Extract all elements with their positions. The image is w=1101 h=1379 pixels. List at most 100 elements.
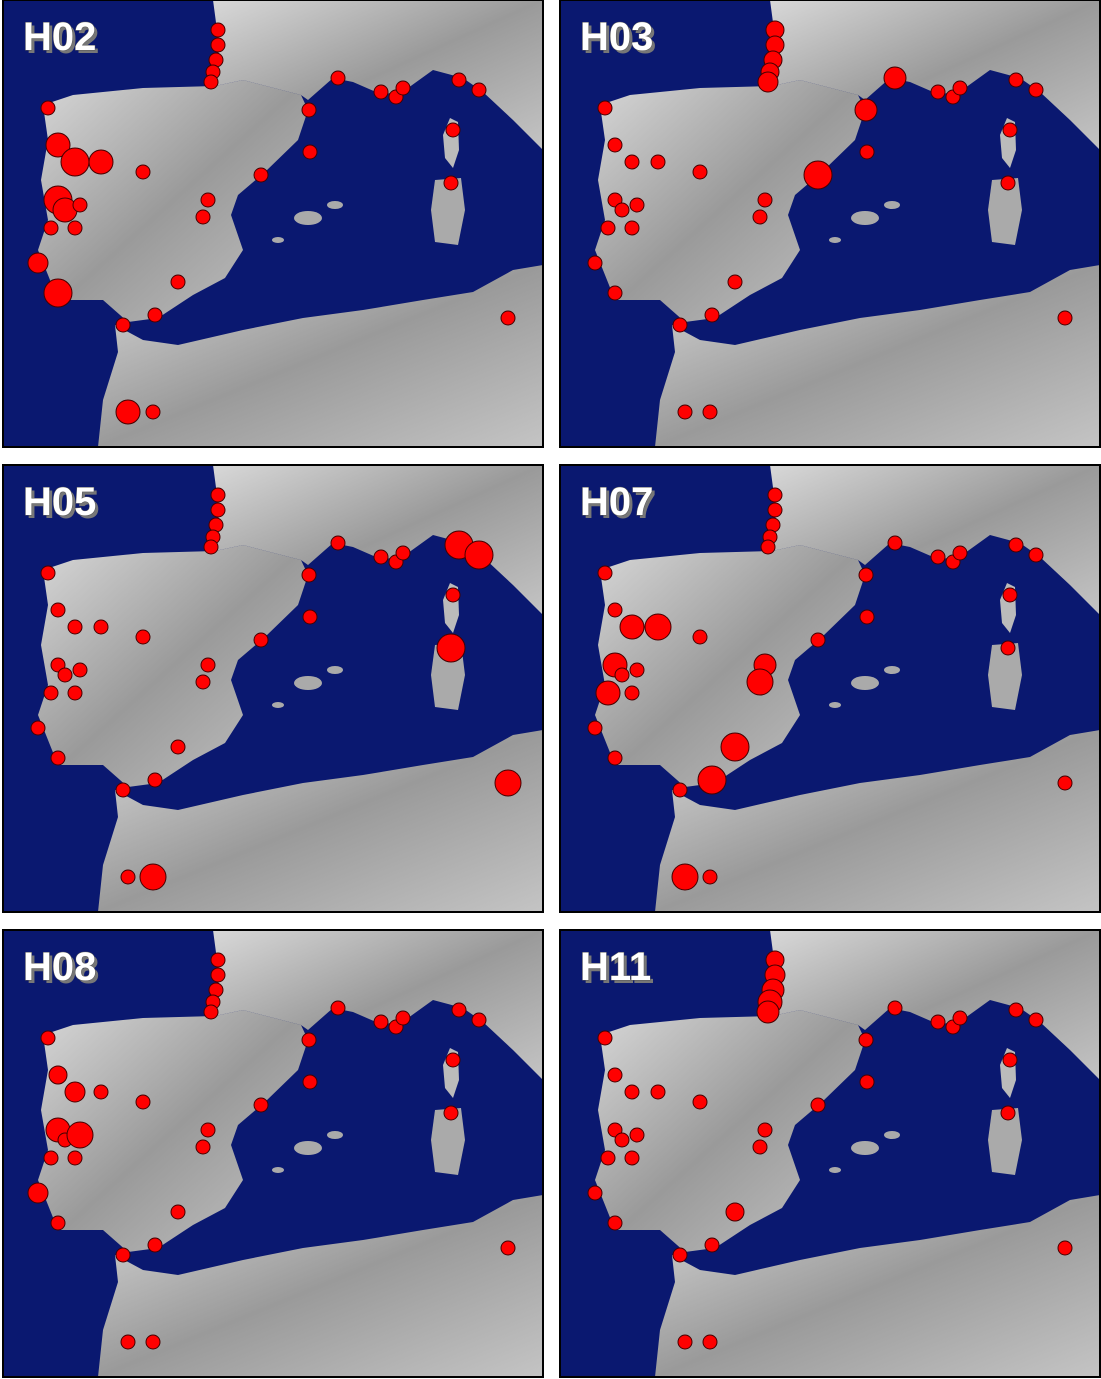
site-marker (374, 1015, 388, 1029)
site-marker (758, 72, 778, 92)
site-marker (374, 85, 388, 99)
site-marker (888, 1001, 902, 1015)
site-marker (44, 279, 72, 307)
site-marker (601, 1151, 615, 1165)
site-marker (73, 663, 87, 677)
site-marker (452, 73, 466, 87)
site-marker (758, 193, 772, 207)
site-marker (811, 1098, 825, 1112)
site-marker (146, 1335, 160, 1349)
site-marker (860, 1075, 874, 1089)
site-marker (171, 740, 185, 754)
site-marker (728, 275, 742, 289)
basemap (560, 465, 1100, 912)
site-marker (303, 610, 317, 624)
site-marker (703, 1335, 717, 1349)
site-marker (28, 1183, 48, 1203)
site-marker (1029, 83, 1043, 97)
site-marker (811, 633, 825, 647)
panel-label: H02 (23, 15, 96, 59)
site-marker (859, 568, 873, 582)
site-marker (254, 1098, 268, 1112)
site-marker (374, 550, 388, 564)
site-marker (501, 311, 515, 325)
site-marker (73, 198, 87, 212)
site-marker (146, 405, 160, 419)
site-marker (673, 783, 687, 797)
site-marker (761, 540, 775, 554)
figure: H02H02H03H03H05H05H07H07H08H08H11H11 (0, 0, 1101, 1379)
site-marker (302, 1033, 316, 1047)
site-marker (116, 318, 130, 332)
site-marker (201, 1123, 215, 1137)
site-marker (44, 1151, 58, 1165)
site-marker (51, 1216, 65, 1230)
panel-label: H11 (580, 945, 651, 989)
site-marker (855, 99, 877, 121)
site-marker (860, 145, 874, 159)
site-marker (698, 766, 726, 794)
site-marker (68, 620, 82, 634)
site-marker (608, 1068, 622, 1082)
site-marker (68, 686, 82, 700)
site-marker (68, 1151, 82, 1165)
site-marker (65, 1082, 85, 1102)
site-marker (254, 168, 268, 182)
site-marker (884, 67, 906, 89)
site-marker (331, 536, 345, 550)
site-marker (446, 1053, 460, 1067)
site-marker (860, 610, 874, 624)
site-marker (196, 675, 210, 689)
site-marker (1009, 1003, 1023, 1017)
site-marker (204, 75, 218, 89)
site-marker (673, 318, 687, 332)
site-marker (211, 38, 225, 52)
site-marker (693, 1095, 707, 1109)
site-marker (446, 123, 460, 137)
site-marker (1029, 1013, 1043, 1027)
site-marker (608, 1216, 622, 1230)
site-marker (625, 1085, 639, 1099)
site-marker (51, 603, 65, 617)
site-marker (630, 1128, 644, 1142)
site-marker (171, 1205, 185, 1219)
site-marker (472, 83, 486, 97)
site-marker (888, 536, 902, 550)
site-marker (254, 633, 268, 647)
site-marker (768, 503, 782, 517)
site-marker (672, 864, 698, 890)
site-marker (302, 568, 316, 582)
site-marker (121, 1335, 135, 1349)
site-marker (136, 1095, 150, 1109)
site-marker (41, 101, 55, 115)
site-marker (302, 103, 316, 117)
site-marker (608, 286, 622, 300)
site-marker (1029, 548, 1043, 562)
site-marker (1009, 73, 1023, 87)
site-marker (41, 1031, 55, 1045)
site-marker (615, 668, 629, 682)
site-marker (705, 1238, 719, 1252)
site-marker (51, 751, 65, 765)
basemap (3, 930, 543, 1377)
site-marker (303, 1075, 317, 1089)
site-marker (1058, 1241, 1072, 1255)
site-marker (721, 733, 749, 761)
site-marker (601, 221, 615, 235)
site-marker (196, 210, 210, 224)
site-marker (331, 71, 345, 85)
panel-label: H08 (23, 945, 96, 989)
site-marker (396, 1011, 410, 1025)
site-marker (625, 1151, 639, 1165)
site-marker (201, 658, 215, 672)
site-marker (703, 405, 717, 419)
site-marker (148, 773, 162, 787)
panel-label: H05 (23, 480, 96, 524)
site-marker (44, 686, 58, 700)
site-marker (673, 1248, 687, 1262)
site-marker (94, 1085, 108, 1099)
